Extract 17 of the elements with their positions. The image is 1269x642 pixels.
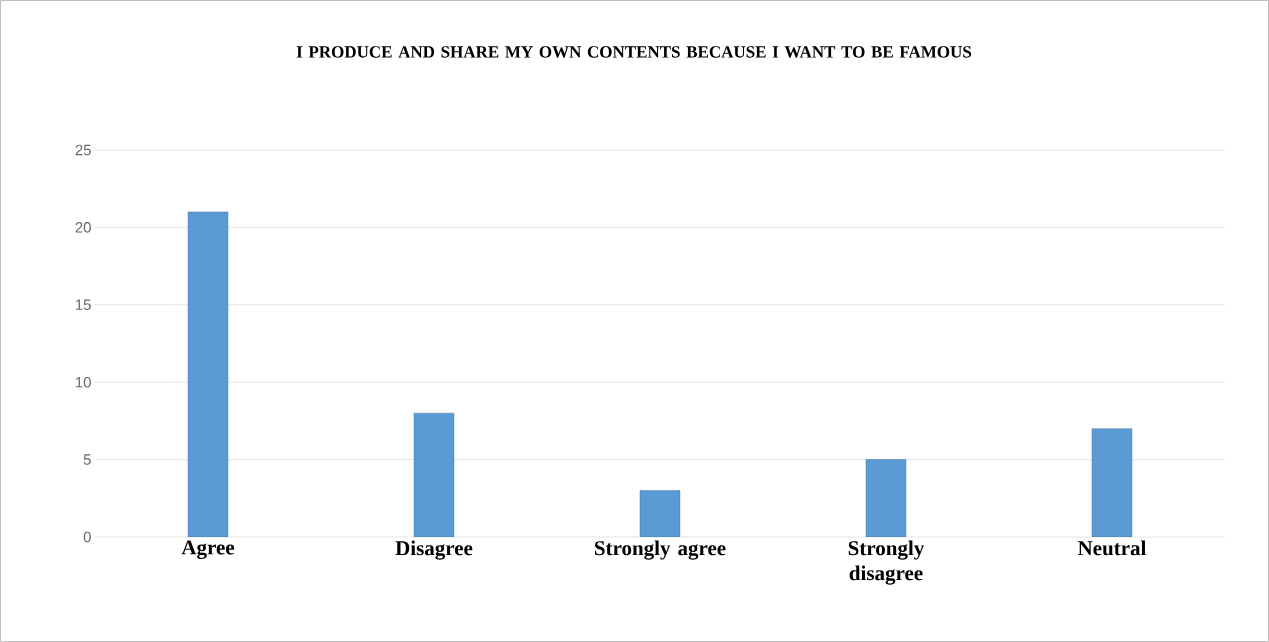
y-tick-label: 10 bbox=[75, 376, 91, 388]
bar bbox=[187, 211, 229, 537]
x-tick-label: Strongly disagree bbox=[848, 540, 925, 585]
x-tick-label: Strongly agree bbox=[595, 540, 726, 560]
x-tick-label: Agree bbox=[181, 540, 235, 560]
chart-title: I PRODUCE AND SHARE MY OWN CONTENTS BECAUSE I WANT TO BE FAMOUS bbox=[296, 46, 972, 58]
bar bbox=[413, 412, 455, 537]
y-tick-label: 25 bbox=[75, 144, 91, 156]
x-tick-label: Disagree bbox=[395, 540, 473, 560]
bar bbox=[1091, 428, 1133, 537]
bar bbox=[639, 490, 681, 537]
y-tick-label: 0 bbox=[83, 531, 91, 543]
y-tick-label: 15 bbox=[75, 299, 91, 311]
bar bbox=[865, 459, 907, 537]
x-tick-label: Neutral bbox=[1077, 540, 1147, 556]
y-tick-label: 5 bbox=[83, 454, 91, 465]
y-tick-label: 20 bbox=[75, 222, 91, 233]
